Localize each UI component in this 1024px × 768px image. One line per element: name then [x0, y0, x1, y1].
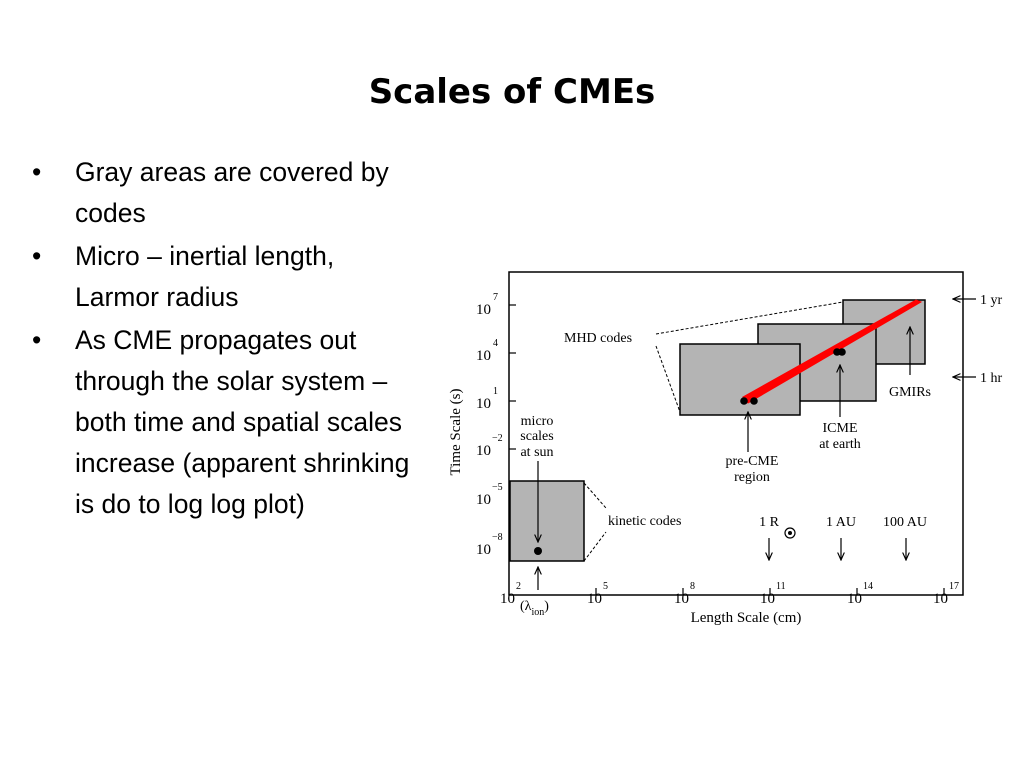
plot-frame — [508, 271, 964, 596]
y-tick-label: 10 — [476, 348, 491, 364]
one-yr-label: 1 yr — [980, 293, 1003, 308]
x-tick-exp: 2 — [516, 581, 521, 592]
svg-text:at sun: at sun — [520, 445, 553, 460]
x-axis-title: Length Scale (cm) — [691, 610, 802, 626]
bullet-text: As CME propagates out through the solar … — [75, 325, 410, 519]
x-tick-exp: 14 — [863, 581, 873, 592]
x-axis-ticks — [595, 588, 945, 595]
x-tick-exp: 11 — [776, 581, 786, 592]
micro-scale-point — [534, 547, 542, 555]
one-hr-label: 1 hr — [980, 371, 1003, 386]
y-tick-exp: 4 — [493, 338, 498, 349]
bullet-dot: • — [32, 325, 42, 355]
bullet-item: • Micro – inertial length, Larmor radius — [30, 236, 410, 318]
sun-symbol-dot — [788, 531, 792, 535]
one-r-label: 1 R — [759, 515, 780, 530]
pre-cme-point — [740, 397, 748, 405]
pre-cme-point — [750, 397, 758, 405]
y-tick-label: 10 — [476, 396, 491, 412]
micro-scales-label: micro scales at sun — [520, 414, 553, 460]
svg-text:micro: micro — [521, 414, 554, 429]
icme-label: ICME at earth — [819, 421, 861, 452]
scales-diagram: 10 7 10 4 10 1 10 −2 10 −5 10 −8 10 2 10… — [448, 271, 1003, 626]
svg-text:at earth: at earth — [819, 437, 861, 452]
x-tick-exp: 17 — [949, 581, 959, 592]
hundred-au-label: 100 AU — [883, 515, 927, 530]
x-tick-label: 10 — [500, 591, 515, 607]
x-tick-label: 10 — [847, 591, 862, 607]
y-tick-exp: −5 — [492, 482, 503, 493]
bullet-text: Micro – inertial length, Larmor radius — [75, 241, 335, 312]
sun-symbol-icon — [784, 527, 796, 539]
y-tick-label: 10 — [476, 492, 491, 508]
bullet-list: • Gray areas are covered by codes • Micro … — [30, 152, 410, 527]
bullet-item: • As CME propagates out through the solar… — [30, 320, 410, 525]
y-tick-label: 10 — [476, 443, 491, 459]
svg-text:region: region — [734, 470, 770, 485]
mhd-leader — [655, 301, 844, 335]
x-tick-label: 10 — [674, 591, 689, 607]
y-tick-exp: −8 — [492, 532, 503, 543]
svg-text:pre-CME: pre-CME — [726, 454, 779, 469]
svg-text:ICME: ICME — [823, 421, 858, 436]
one-au-label: 1 AU — [826, 515, 856, 530]
bullet-text: Gray areas are covered by codes — [75, 157, 389, 228]
page-title: Scales of CMEs — [368, 72, 656, 112]
x-tick-label: 10 — [760, 591, 775, 607]
y-tick-exp: −2 — [492, 433, 503, 444]
mhd-codes-label: MHD codes — [564, 331, 632, 346]
cme-trajectory-line — [744, 300, 920, 401]
y-tick-exp: 7 — [493, 292, 498, 303]
pre-cme-label: pre-CME region — [726, 454, 779, 485]
kinetic-leader — [583, 482, 607, 509]
x-tick-labels: 10 2 10 5 10 8 10 11 10 14 10 17 — [500, 581, 959, 607]
kinetic-codes-region — [509, 480, 585, 562]
x-tick-exp: 8 — [690, 581, 695, 592]
bullet-dot: • — [32, 241, 42, 271]
lambda-ion-label: (λion) — [520, 599, 549, 618]
x-tick-label: 10 — [933, 591, 948, 607]
x-tick-exp: 5 — [603, 581, 608, 592]
y-axis-title: Time Scale (s) — [448, 389, 464, 476]
y-tick-label: 10 — [476, 302, 491, 318]
y-tick-label: 10 — [476, 542, 491, 558]
mhd-leader — [655, 345, 681, 413]
kinetic-leader — [583, 531, 607, 562]
y-tick-labels: 10 7 10 4 10 1 10 −2 10 −5 10 −8 — [476, 292, 503, 558]
bullet-dot: • — [32, 157, 42, 187]
svg-text:scales: scales — [520, 429, 553, 444]
x-tick-label: 10 — [587, 591, 602, 607]
bullet-item: • Gray areas are covered by codes — [30, 152, 410, 234]
icme-point — [838, 348, 846, 356]
y-tick-exp: 1 — [493, 386, 498, 397]
gmirs-label: GMIRs — [889, 385, 931, 400]
kinetic-codes-label: kinetic codes — [608, 514, 681, 529]
